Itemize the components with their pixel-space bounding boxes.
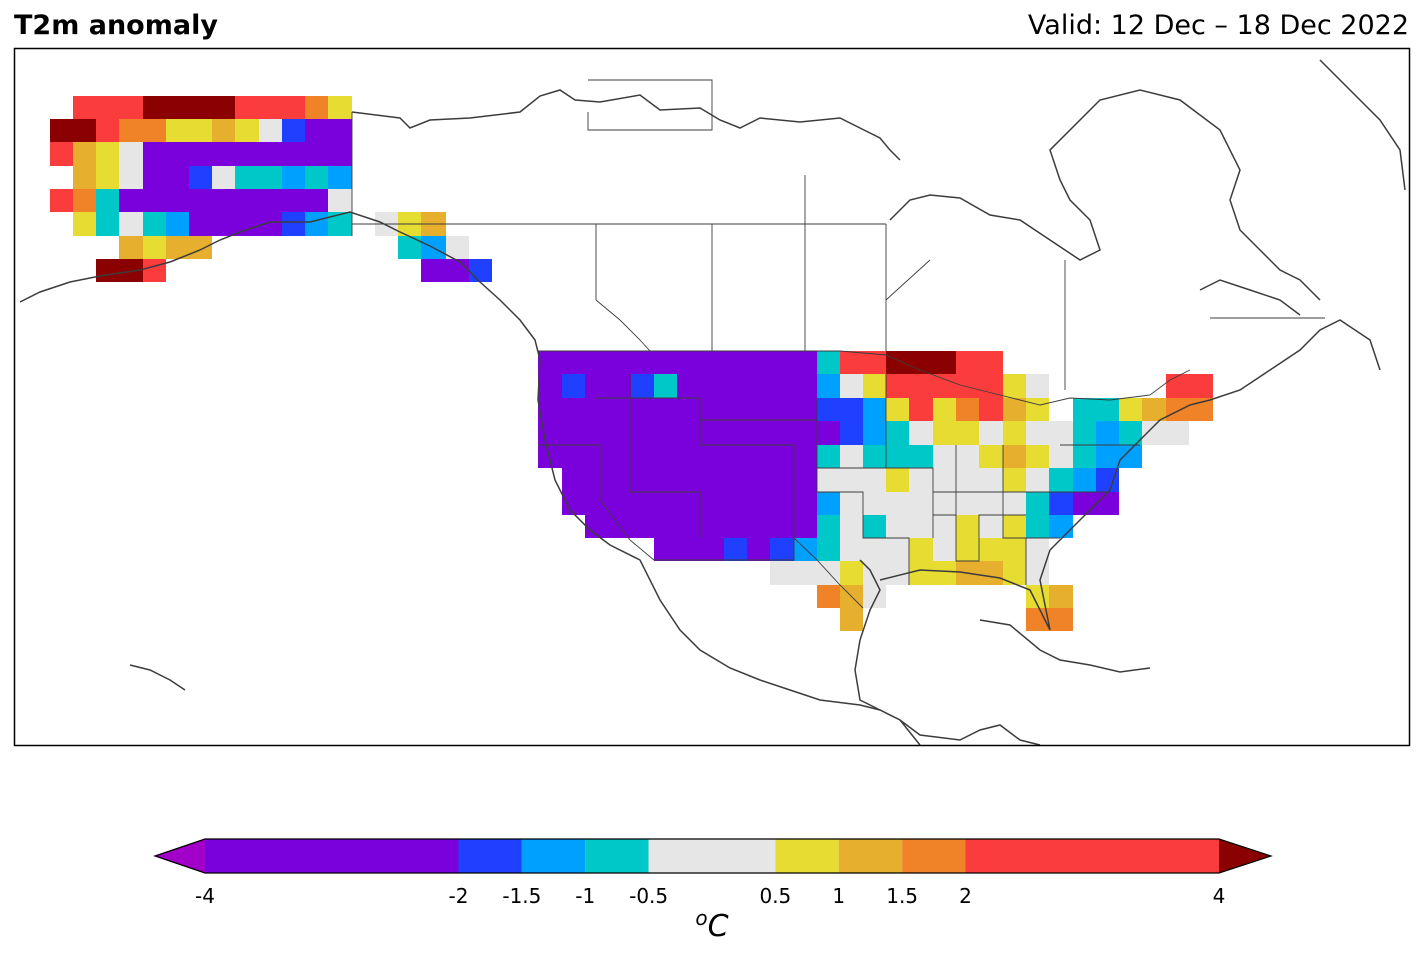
colorbar-segment — [965, 839, 1219, 873]
anomaly-cells-alaska — [50, 96, 352, 282]
colorbar-tick-label: 0.5 — [759, 884, 792, 908]
political-borders — [351, 79, 1325, 609]
valid-period: Valid: 12 Dec – 18 Dec 2022 — [1027, 10, 1409, 41]
colorbar-tick-label: -2 — [448, 884, 469, 908]
colorbar-tick-label: 2 — [959, 884, 972, 908]
colorbar-tick-label: -1 — [575, 884, 596, 908]
colorbar-segment — [838, 839, 903, 873]
colorbar-tick-label: -0.5 — [629, 884, 669, 908]
colorbar-segment — [458, 839, 522, 873]
colorbar-segment — [521, 839, 586, 873]
colorbar — [153, 838, 1273, 874]
colorbar-segment — [775, 839, 839, 873]
colorbar-tick-label: -1.5 — [502, 884, 542, 908]
colorbar-tick-label: -4 — [195, 884, 215, 908]
colorbar-tick-label: 4 — [1212, 884, 1226, 908]
map-frame — [13, 47, 1411, 747]
colorbar-tick-label: 1 — [832, 884, 846, 908]
anomaly-cells-conus — [538, 351, 1213, 631]
colorbar-over-triangle — [1219, 839, 1271, 873]
colorbar-segment — [585, 839, 649, 873]
colorbar-segment — [205, 839, 459, 873]
anomaly-cells-panhandle — [375, 212, 492, 282]
map-title: T2m anomaly — [14, 10, 218, 41]
coastlines — [19, 59, 1406, 746]
colorbar-tick-label: 1.5 — [886, 884, 919, 908]
colorbar-under-triangle — [155, 839, 205, 873]
colorbar-outline — [153, 838, 1273, 874]
colorbar-segment — [648, 839, 776, 873]
colorbar-unit: oC — [695, 906, 729, 944]
colorbar-segment — [902, 839, 966, 873]
